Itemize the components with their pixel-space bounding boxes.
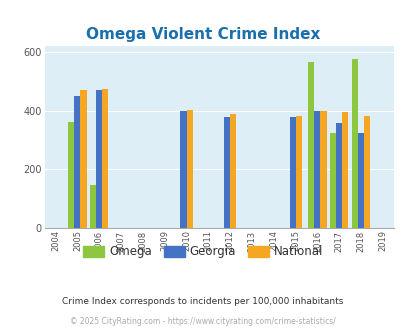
Bar xyxy=(90,185,96,228)
Text: Omega Violent Crime Index: Omega Violent Crime Index xyxy=(85,27,320,42)
Bar xyxy=(363,116,369,228)
Bar xyxy=(351,59,357,228)
Bar xyxy=(224,117,230,228)
Bar xyxy=(186,110,192,228)
Bar xyxy=(357,133,363,228)
Bar xyxy=(96,90,102,228)
Bar xyxy=(313,111,320,228)
Text: © 2025 CityRating.com - https://www.cityrating.com/crime-statistics/: © 2025 CityRating.com - https://www.city… xyxy=(70,317,335,326)
Bar xyxy=(230,115,236,228)
Bar xyxy=(320,112,326,228)
Bar xyxy=(102,89,108,228)
Bar xyxy=(307,62,313,228)
Bar xyxy=(68,122,74,228)
Bar xyxy=(335,123,341,228)
Bar xyxy=(289,117,295,228)
Bar xyxy=(295,116,301,228)
Bar xyxy=(180,111,186,228)
Bar xyxy=(329,133,335,228)
Bar xyxy=(74,96,80,228)
Legend: Omega, Georgia, National: Omega, Georgia, National xyxy=(78,241,327,263)
Text: Crime Index corresponds to incidents per 100,000 inhabitants: Crime Index corresponds to incidents per… xyxy=(62,297,343,307)
Bar xyxy=(341,112,347,228)
Bar xyxy=(80,90,86,228)
